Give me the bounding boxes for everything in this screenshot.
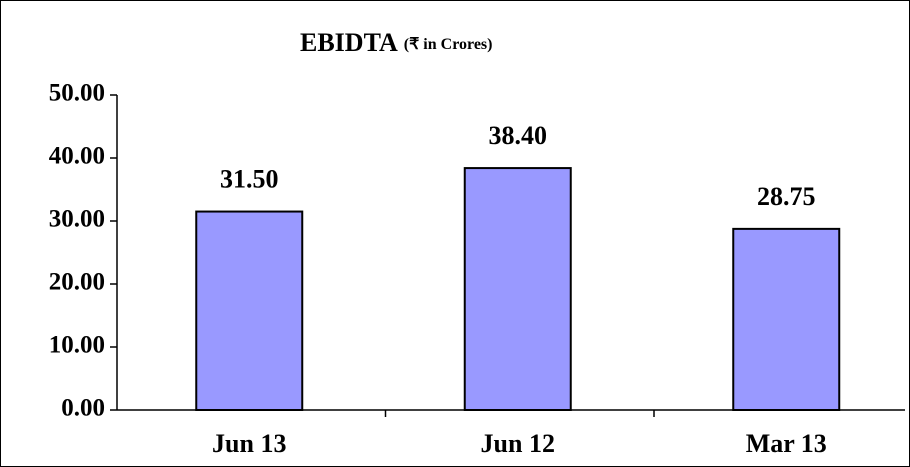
bar [732, 227, 841, 411]
x-tick-label: Jun 12 [481, 429, 555, 458]
y-tick-label: 30.00 [49, 206, 105, 233]
chart-title: EBIDTA (₹ in Crores) [300, 28, 492, 57]
chart-subtitle: (₹ in Crores) [404, 36, 493, 53]
y-tick-label: 10.00 [49, 332, 105, 359]
y-tick-label: 50.00 [49, 80, 105, 107]
chart-title-main: EBIDTA [300, 28, 398, 57]
x-tick-label: Mar 13 [746, 429, 827, 458]
bar [463, 167, 572, 411]
x-tick-label: Jun 13 [212, 429, 286, 458]
y-tick-label: 20.00 [49, 269, 105, 296]
bar [195, 210, 304, 411]
value-label: 31.50 [220, 165, 279, 194]
y-tick-label: 40.00 [49, 143, 105, 170]
value-label: 38.40 [489, 121, 548, 150]
y-tick-label: 0.00 [61, 395, 105, 422]
value-label: 28.75 [757, 182, 816, 211]
